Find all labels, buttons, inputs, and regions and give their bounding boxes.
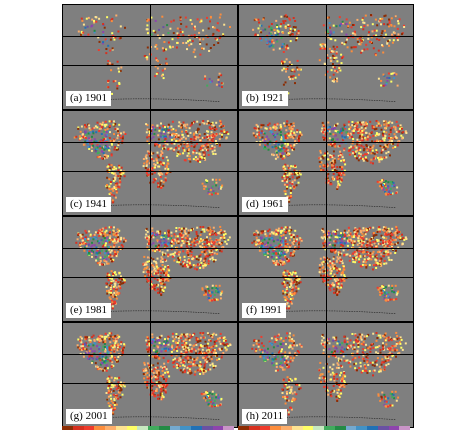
colorbar-swatch: [180, 426, 191, 430]
colorbar-swatch: [126, 426, 138, 430]
colorbar-swatch: [324, 426, 335, 430]
colorbar-swatch: [83, 426, 95, 430]
colorbar-swatch: [148, 426, 159, 430]
map-panel: (e) 1981: [62, 216, 238, 322]
panel-label: (b) 1921: [242, 91, 288, 106]
colorbar-swatch: [270, 426, 281, 430]
map-panel: (d) 1961: [238, 110, 414, 216]
station-dots: [75, 225, 231, 315]
colorbar-swatch: [72, 426, 84, 430]
longitude-line: [326, 217, 327, 321]
longitude-line: [326, 5, 327, 109]
panel-label: (e) 1981: [66, 303, 111, 318]
panel-label: (a) 1901: [66, 91, 111, 106]
colorbar-swatch: [377, 426, 389, 430]
colorbar-swatch: [158, 426, 170, 430]
colorbar-swatch: [399, 426, 410, 430]
panel-label: (g) 2001: [66, 409, 112, 424]
colorbar-swatch: [62, 426, 73, 430]
station-dots: [73, 119, 230, 209]
map-panel: (g) 2001: [62, 322, 238, 428]
colorbar-swatch: [388, 426, 400, 430]
colorbar-swatch: [302, 426, 314, 430]
longitude-line: [150, 111, 151, 215]
colorbar-swatch: [223, 426, 234, 430]
colorbar-swatch: [201, 426, 213, 430]
colorbar-swatch: [238, 426, 249, 430]
map-panel: (b) 1921: [238, 4, 414, 110]
map-panel: (c) 1941: [62, 110, 238, 216]
colorbar-swatch: [334, 426, 346, 430]
longitude-line: [326, 111, 327, 215]
colorbar-swatch: [281, 426, 292, 430]
colorbar-swatch: [248, 426, 260, 430]
colorbar-swatch: [345, 426, 357, 430]
colorbar-swatch: [212, 426, 224, 430]
colorbar-swatch: [259, 426, 271, 430]
colorbar-swatch: [291, 426, 303, 430]
colorbar-swatch: [105, 426, 116, 430]
colorbar-swatch: [137, 426, 148, 430]
map-panel: (f) 1991: [238, 216, 414, 322]
colorbar-left: [62, 426, 234, 430]
colorbar-swatch: [169, 426, 181, 430]
colorbar-swatch: [115, 426, 127, 430]
panel-label: (f) 1991: [242, 303, 286, 318]
station-dots: [252, 120, 408, 209]
colorbar-right: [238, 426, 410, 430]
map-panel: (a) 1901: [62, 4, 238, 110]
panel-label: (c) 1941: [66, 197, 111, 212]
station-dots: [251, 331, 407, 421]
colorbar-swatch: [313, 426, 324, 430]
longitude-line: [150, 323, 151, 427]
colorbar-swatch: [94, 426, 105, 430]
longitude-line: [150, 5, 151, 109]
longitude-line: [326, 323, 327, 427]
colorbar-swatch: [367, 426, 378, 430]
station-dots: [76, 332, 232, 421]
colorbar-swatch: [191, 426, 202, 430]
panel-label: (h) 2011: [242, 409, 288, 424]
panel-label: (d) 1961: [242, 197, 288, 212]
longitude-line: [150, 217, 151, 321]
colorbar-swatch: [356, 426, 367, 430]
map-panel: (h) 2011: [238, 322, 414, 428]
